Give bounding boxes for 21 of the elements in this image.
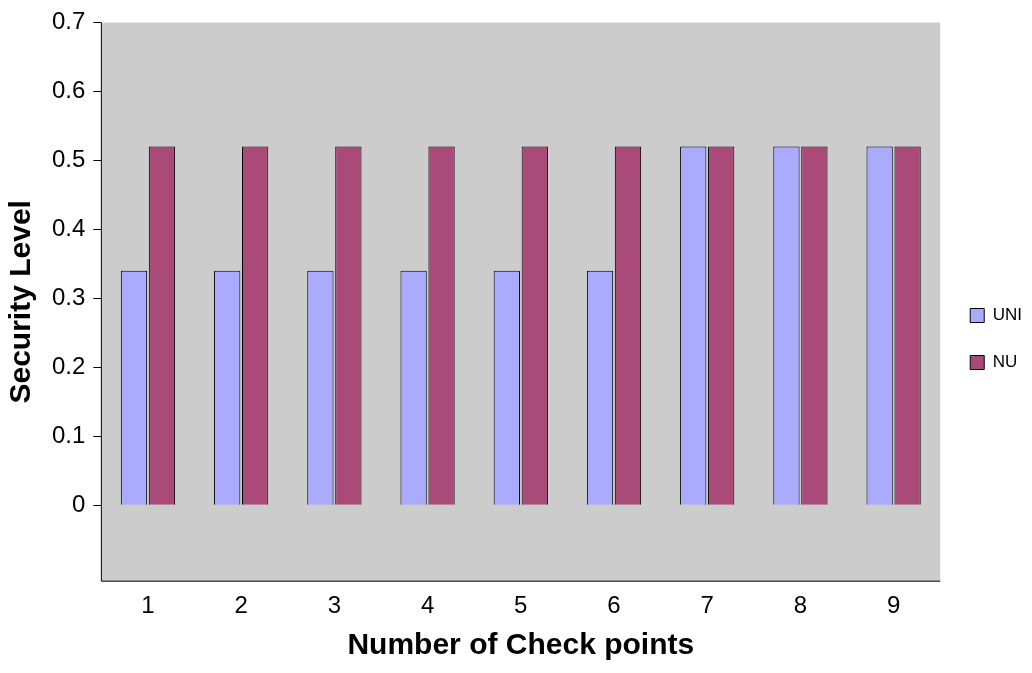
y-tick-label: 0.1 — [51, 420, 86, 448]
y-tick-label: 0.2 — [51, 351, 86, 379]
x-tick-label: 1 — [141, 591, 155, 619]
x-tick-label: 7 — [700, 591, 714, 619]
y-tick-label: 0 — [72, 489, 86, 517]
x-tick-label: 9 — [886, 591, 901, 619]
x-tick-label: 6 — [607, 591, 621, 619]
x-tick-label: 3 — [327, 591, 342, 619]
y-tick-label: 0.6 — [51, 76, 86, 104]
y-axis-title: Security Level — [3, 200, 37, 404]
y-tick-label: 0.5 — [51, 145, 86, 172]
legend-label: NU — [992, 352, 1018, 372]
y-tick-label: 0.3 — [51, 282, 86, 310]
y-tick-label: 0.4 — [51, 213, 86, 241]
legend-label: UNI — [992, 305, 1022, 325]
x-axis-title: Number of Check points — [347, 627, 695, 661]
x-tick-label: 4 — [420, 591, 435, 619]
x-tick-label: 5 — [514, 591, 528, 619]
x-tick-label: 8 — [793, 591, 808, 619]
y-tick-label: 0.7 — [51, 7, 86, 35]
x-tick-label: 2 — [234, 591, 248, 619]
